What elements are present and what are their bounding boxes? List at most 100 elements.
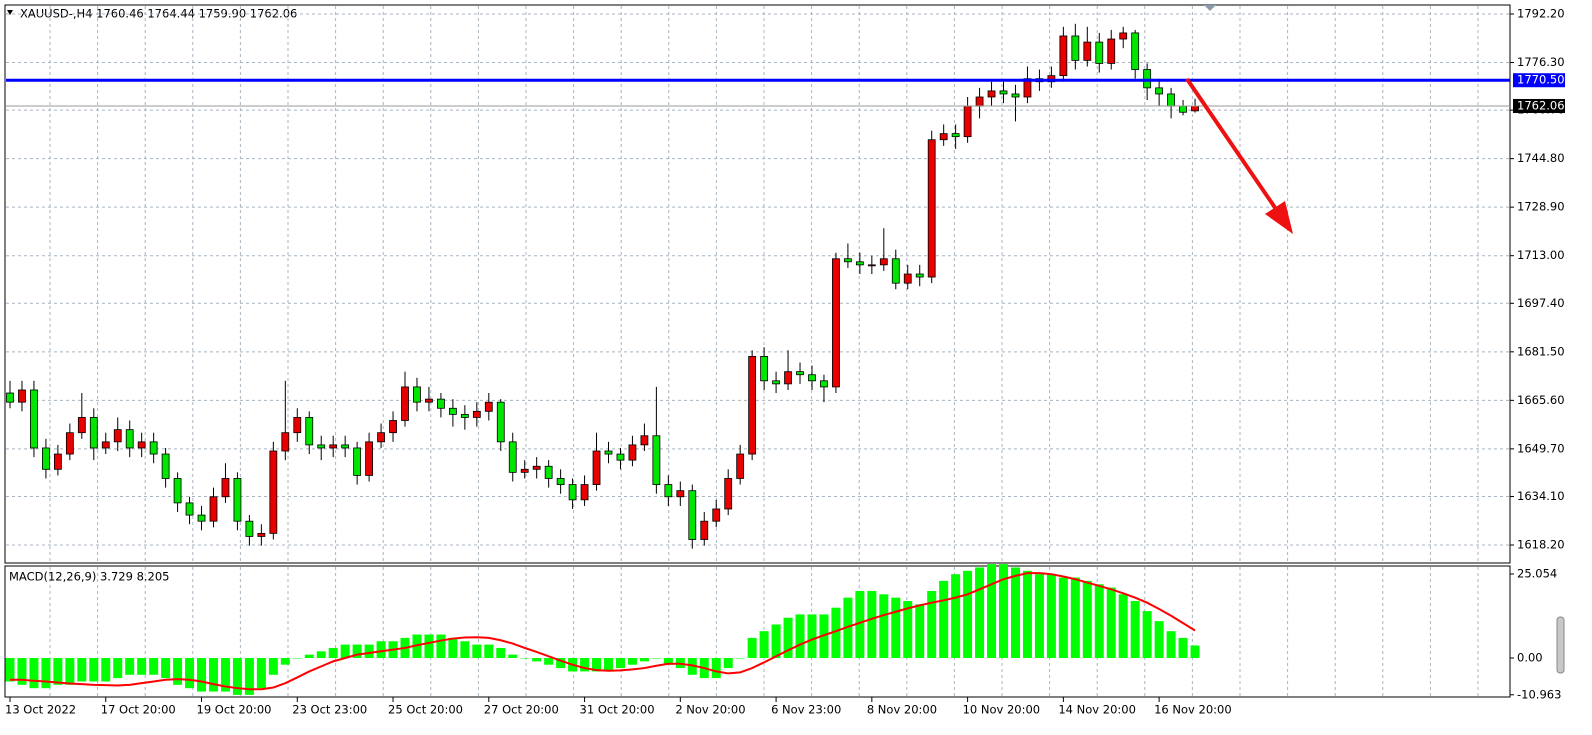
candle-body [664, 484, 673, 498]
candle-body [401, 386, 409, 421]
y-tick-label: 1713.00 [1517, 248, 1565, 262]
macd-bar [17, 658, 27, 685]
candle-body [772, 380, 780, 385]
macd-bar [508, 654, 518, 659]
macd-bar [232, 658, 242, 695]
last-price-box [1513, 98, 1565, 113]
candle-body [496, 401, 505, 443]
candle-body [1071, 35, 1080, 61]
macd-bar [280, 658, 290, 665]
macd-bar [149, 658, 159, 675]
y-tick-label: 1618.20 [1517, 537, 1565, 551]
macd-bar [1142, 611, 1152, 659]
x-tick-label: 2 Nov 20:00 [675, 703, 745, 717]
macd-bar [1070, 577, 1080, 659]
macd-bar [1022, 570, 1032, 659]
last-price-label: 1762.06 [1517, 98, 1565, 112]
candle-body [1119, 32, 1128, 40]
y-tick-label: 1665.60 [1517, 393, 1565, 407]
macd-bar [879, 594, 889, 659]
candle-body [1143, 69, 1152, 89]
candle-body [1167, 93, 1175, 107]
macd-bar [951, 574, 961, 659]
scale-handle[interactable] [1556, 616, 1565, 674]
macd-bar [963, 570, 973, 659]
macd-bar [65, 658, 75, 685]
candle-body [305, 417, 314, 446]
candle-body [652, 435, 661, 485]
x-tick-label: 8 Nov 20:00 [867, 703, 937, 717]
candle-body [1095, 41, 1104, 64]
candle-body [209, 496, 218, 522]
annotation-arrow [1185, 77, 1280, 214]
macd-bar [161, 658, 171, 679]
candle-body [329, 444, 338, 449]
x-tick-label: 27 Oct 20:00 [484, 703, 559, 717]
candle-body [317, 444, 326, 449]
menu-triangle[interactable] [7, 10, 13, 15]
candle-body [293, 417, 302, 434]
candle-body [987, 90, 996, 98]
x-tick-label: 23 Oct 23:00 [292, 703, 367, 717]
candle-body [592, 450, 601, 485]
candle-body [903, 273, 912, 284]
macd-bar [1154, 621, 1164, 659]
level-label: 1770.50 [1517, 73, 1565, 87]
candle-body [257, 532, 266, 537]
macd-bar [1034, 574, 1044, 659]
price-panel-frame [4, 4, 1511, 564]
candle-body [6, 392, 14, 403]
annotation-arrowhead [1265, 201, 1293, 234]
macd-bar [484, 644, 494, 659]
candle-body [963, 105, 972, 138]
shift-marker[interactable] [1204, 5, 1216, 11]
candle-body [472, 410, 481, 418]
macd-bar [208, 658, 218, 692]
macd-bar [975, 567, 985, 659]
candle-body [724, 478, 733, 510]
candle-body [999, 90, 1008, 95]
macd-bar [627, 658, 637, 665]
candle-body [844, 258, 852, 263]
candle-body [796, 371, 804, 376]
chart-title: XAUUSD-,H4 1760.46 1764.44 1759.90 1762.… [20, 7, 297, 21]
candle-body [89, 417, 98, 449]
candle-body [389, 420, 397, 434]
macd-bar [220, 658, 230, 692]
macd-bar [651, 658, 661, 659]
macd-bar [759, 631, 769, 659]
candle-body [1107, 38, 1116, 64]
macd-bar [927, 590, 937, 659]
macd-bar [903, 601, 913, 659]
macd-bar [663, 658, 673, 665]
x-tick-label: 10 Nov 20:00 [963, 703, 1041, 717]
candle-body [927, 139, 936, 278]
macd-bar [460, 641, 470, 659]
macd-bar [268, 658, 278, 675]
macd-bar [520, 658, 530, 659]
macd-bar [783, 617, 793, 659]
macd-bar [5, 658, 15, 682]
candle-body [712, 508, 721, 522]
macd-bar [1094, 584, 1104, 659]
macd-bar [999, 564, 1009, 659]
macd-bar [639, 658, 649, 662]
y-tick-label: 1681.50 [1517, 344, 1565, 358]
signal-line [10, 572, 1196, 691]
candle-body [269, 450, 278, 534]
macd-bar [891, 597, 901, 659]
x-tick-label: 31 Oct 20:00 [580, 703, 655, 717]
y-tick-label: 1792.20 [1517, 7, 1565, 21]
candle-body [65, 432, 74, 455]
candle-body [1083, 41, 1092, 61]
candle-body [233, 478, 242, 522]
macd-bar [771, 624, 781, 659]
macd-bar [340, 644, 350, 659]
macd-bar [795, 614, 805, 659]
macd-title: MACD(12,26,9) 3.729 8.205 [9, 570, 170, 584]
macd-bar [328, 647, 338, 659]
candle-body [221, 478, 230, 498]
macd-bar [1130, 601, 1140, 659]
candle-body [365, 441, 374, 476]
y-tick-label: 1649.70 [1517, 441, 1565, 455]
